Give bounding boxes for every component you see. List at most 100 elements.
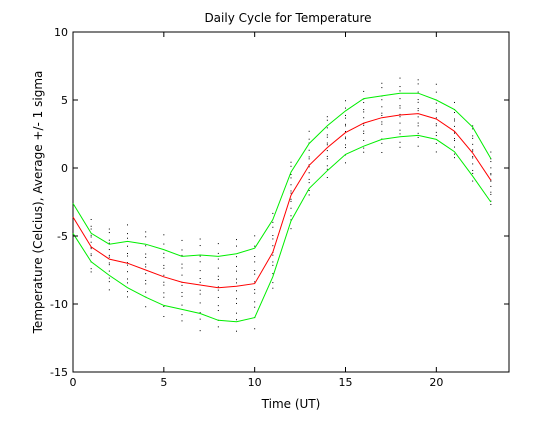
scatter-point — [199, 293, 201, 295]
scatter-point — [163, 267, 165, 269]
scatter-point — [217, 326, 219, 328]
scatter-point — [108, 249, 110, 251]
scatter-point — [163, 292, 165, 294]
scatter-point — [217, 310, 219, 312]
scatter-point — [254, 281, 256, 283]
scatter-point — [363, 117, 365, 119]
scatter-point — [490, 193, 492, 195]
scatter-point — [399, 107, 401, 109]
scatter-point — [454, 157, 455, 159]
scatter-point — [363, 147, 365, 149]
scatter-point — [326, 119, 328, 121]
scatter-point — [417, 83, 419, 85]
scatter-point — [490, 167, 492, 169]
scatter-point — [454, 125, 455, 127]
scatter-point — [290, 219, 292, 221]
scatter-point — [217, 243, 219, 245]
scatter-point — [217, 289, 219, 291]
scatter-point — [199, 255, 201, 257]
scatter-point — [417, 108, 419, 110]
scatter-point — [490, 151, 492, 153]
scatter-point — [145, 256, 147, 258]
scatter-point — [435, 111, 437, 113]
scatter-point — [345, 136, 346, 138]
scatter-point — [236, 319, 237, 321]
scatter-point — [217, 279, 219, 281]
scatter-point — [181, 267, 183, 269]
scatter-point — [381, 121, 383, 123]
scatter-point — [326, 134, 328, 136]
scatter-point — [399, 98, 401, 100]
scatter-point — [72, 195, 74, 197]
scatter-point — [381, 82, 383, 84]
scatter-point — [236, 245, 237, 247]
scatter-point — [181, 314, 183, 316]
scatter-point — [399, 129, 401, 131]
scatter-point — [435, 131, 437, 133]
scatter-point — [72, 215, 74, 217]
scatter-point — [145, 291, 147, 293]
scatter-point — [90, 234, 92, 236]
scatter-point — [472, 149, 474, 151]
scatter-point — [363, 109, 365, 111]
scatter-point — [381, 112, 383, 114]
scatter-point — [181, 254, 183, 256]
scatter-point — [163, 296, 165, 298]
scatter-point — [399, 77, 401, 79]
scatter-point — [399, 146, 401, 148]
scatter-point — [145, 231, 147, 233]
scatter-point — [454, 101, 455, 103]
scatter-point — [163, 281, 165, 283]
scatter-point — [472, 172, 474, 174]
scatter-point — [199, 281, 201, 283]
scatter-point — [363, 111, 365, 113]
scatter-point — [108, 270, 110, 272]
scatter-point — [290, 228, 292, 230]
scatter-point — [236, 239, 237, 241]
series-average-line — [72, 113, 492, 289]
scatter-point — [454, 138, 455, 140]
y-axis-title: Temperature (Celcius), Average +/- 1 sig… — [31, 71, 45, 335]
scatter-point — [217, 286, 219, 288]
scatter-point — [90, 241, 92, 243]
scatter-point — [435, 109, 437, 111]
scatter-point — [108, 256, 110, 258]
scatter-point — [254, 273, 256, 275]
scatter-point — [108, 228, 110, 230]
scatter-point — [435, 102, 437, 104]
scatter-point — [490, 185, 492, 187]
scatter-point — [108, 232, 110, 234]
scatter-point — [236, 270, 237, 272]
scatter-point — [363, 130, 365, 132]
scatter-point — [236, 290, 237, 292]
scatter-point — [490, 161, 492, 163]
scatter-point — [290, 177, 292, 179]
scatter-point — [399, 113, 401, 115]
scatter-point — [290, 161, 292, 163]
scatter-point — [472, 137, 474, 139]
scatter-point — [381, 142, 383, 144]
scatter-point — [236, 298, 237, 300]
scatter-point — [326, 177, 328, 179]
scatter-point — [236, 312, 237, 314]
scatter-point — [490, 173, 492, 175]
scatter-point — [326, 136, 328, 138]
scatter-point — [145, 263, 147, 265]
scatter-point — [326, 168, 328, 170]
scatter-point — [236, 265, 237, 267]
scatter-point — [127, 224, 128, 226]
scatter-point — [199, 330, 201, 332]
scatter-point — [272, 226, 274, 228]
scatter-point — [363, 102, 365, 104]
scatter-point — [290, 190, 292, 192]
scatter-point — [308, 149, 310, 151]
scatter-point — [236, 330, 237, 332]
scatter-point — [90, 253, 92, 255]
scatter-point — [181, 239, 183, 241]
scatter-point — [163, 252, 165, 254]
scatter-point — [454, 120, 455, 122]
scatter-point — [272, 212, 274, 214]
scatter-point — [272, 282, 274, 284]
scatter-point — [490, 180, 492, 182]
scatter-point — [345, 117, 346, 119]
